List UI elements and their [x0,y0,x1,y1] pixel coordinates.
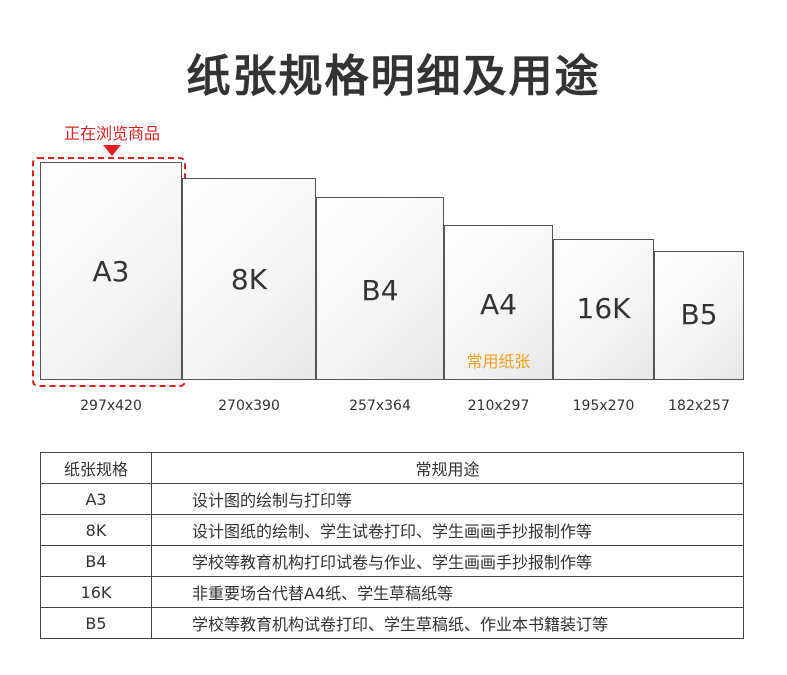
table-header: 常规用途 [151,452,744,484]
table-cell-use: 设计图的绘制与打印等 [151,483,744,515]
table-cell-spec: 8K [40,514,152,546]
common-paper-note: 常用纸张 [466,352,531,371]
dimension-label: 270x390 [218,398,280,414]
sheet-16k: 16K [553,239,654,380]
table-row: B4 学校等教育机构打印试卷与作业、学生画画手抄报制作等 [40,545,744,577]
sheet-8k: 8K [182,178,316,380]
dimension-label: 210x297 [467,398,530,414]
sheet-label: B5 [680,298,718,331]
sheet-label: A3 [92,255,130,288]
table-row: 8K 设计图纸的绘制、学生试卷打印、学生画画手抄报制作等 [40,514,744,546]
viewing-label: 正在浏览商品 [63,124,160,143]
dimension-label: 257x364 [349,398,411,414]
page-title: 纸张规格明细及用途 [186,51,601,102]
dimension-label: 297x420 [80,398,142,414]
sheet-label: B4 [361,274,399,307]
sheet-label: A4 [480,288,517,321]
table-cell-spec: 16K [40,576,152,608]
table-header-row: 纸张规格 常规用途 [40,452,744,484]
table-header: 纸张规格 [40,452,152,484]
down-arrow-icon [103,145,121,156]
table-cell-spec: B5 [40,607,152,639]
sheet-b4: B4 [316,197,444,380]
sheet-b5: B5 [654,251,744,380]
sheet-a3: A3 [40,162,182,380]
table-cell-use: 非重要场合代替A4纸、学生草稿纸等 [151,576,744,608]
table-row: B5 学校等教育机构试卷打印、学生草稿纸、作业本书籍装订等 [40,607,744,639]
dimension-label: 195x270 [572,398,635,414]
dimension-label: 182x257 [668,398,730,414]
table-row: 16K 非重要场合代替A4纸、学生草稿纸等 [40,576,744,608]
usage-table: 纸张规格 常规用途 A3 设计图的绘制与打印等 8K 设计图纸的绘制、学生试卷打… [40,452,744,639]
sheet-a4: A4 常用纸张 [444,225,553,380]
sheet-label: 16K [576,292,631,325]
table-row: A3 设计图的绘制与打印等 [40,483,744,515]
table-cell-use: 学校等教育机构打印试卷与作业、学生画画手抄报制作等 [151,545,744,577]
sheet-label: 8K [230,263,268,296]
table-cell-use: 学校等教育机构试卷打印、学生草稿纸、作业本书籍装订等 [151,607,744,639]
table-cell-spec: A3 [40,483,152,515]
table-cell-spec: B4 [40,545,152,577]
table-cell-use: 设计图纸的绘制、学生试卷打印、学生画画手抄报制作等 [151,514,744,546]
